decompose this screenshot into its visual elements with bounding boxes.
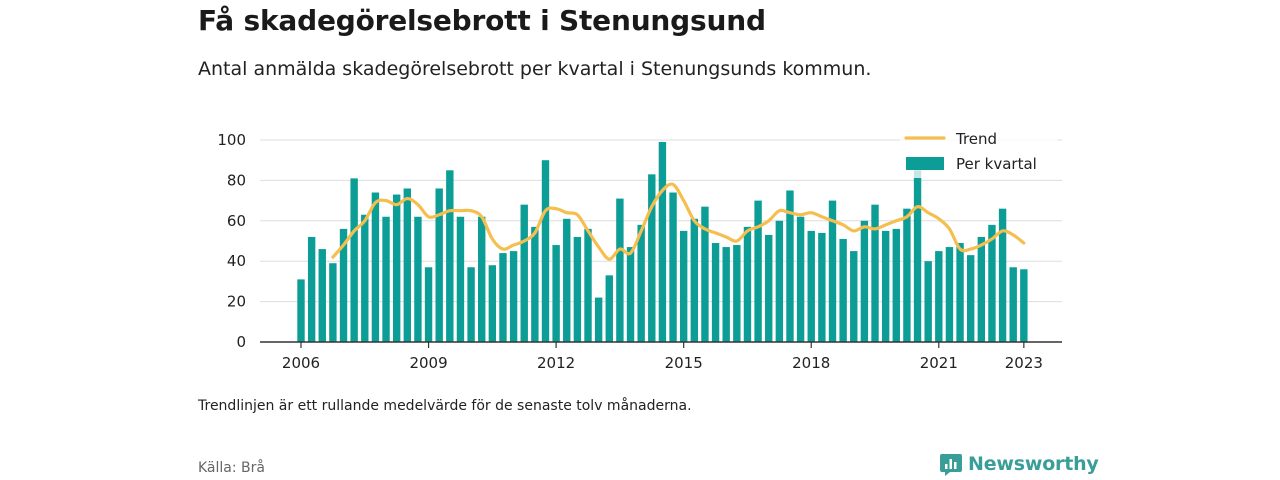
bar xyxy=(318,249,326,342)
bar xyxy=(711,243,720,342)
bar xyxy=(637,224,645,342)
bar xyxy=(563,218,571,342)
bar xyxy=(297,279,305,342)
bar xyxy=(754,200,762,342)
bar xyxy=(903,208,911,342)
bar xyxy=(945,247,954,342)
bar xyxy=(966,255,975,342)
bar xyxy=(403,188,411,342)
y-tick-label: 80 xyxy=(227,171,246,189)
bar xyxy=(881,230,890,342)
bar xyxy=(850,251,858,342)
bar xyxy=(350,178,358,342)
bar xyxy=(446,170,454,342)
bar xyxy=(913,170,922,342)
bar xyxy=(616,198,624,342)
bar xyxy=(456,216,465,342)
bar xyxy=(478,216,486,342)
y-tick-label: 60 xyxy=(227,212,246,230)
bar xyxy=(573,236,582,342)
trend-line-group xyxy=(331,182,1026,261)
bar xyxy=(626,247,635,342)
bar xyxy=(509,251,518,342)
bar xyxy=(531,226,539,342)
bar xyxy=(977,236,986,342)
chart: 0 20 40 60 80 100 2006 2009 2012 2015 2018 2021 202… xyxy=(217,128,1062,372)
bar xyxy=(488,265,497,342)
bar xyxy=(392,194,401,342)
bar xyxy=(467,267,475,342)
bar xyxy=(871,204,879,342)
x-tick-label: 2006 xyxy=(282,354,320,372)
bar xyxy=(648,174,656,342)
bar xyxy=(818,232,826,342)
bar xyxy=(669,192,677,342)
bar xyxy=(860,220,869,342)
x-tick-label: 2023 xyxy=(1005,354,1043,372)
bar xyxy=(594,297,603,342)
y-axis-ticks: 0 20 40 60 80 100 xyxy=(217,131,246,351)
y-tick-label: 20 xyxy=(227,293,246,311)
bar xyxy=(1020,269,1028,342)
bars-per-kvartal xyxy=(297,142,1028,342)
bar xyxy=(988,224,996,342)
footnote: Trendlinjen är ett rullande medelvärde f… xyxy=(198,398,692,414)
bar xyxy=(339,228,348,342)
chart-title: Få skadegörelsebrott i Stenungsund xyxy=(198,4,766,37)
y-tick-label: 40 xyxy=(227,252,246,270)
bar xyxy=(658,142,667,342)
bar xyxy=(786,190,794,342)
chart-subtitle: Antal anmälda skadegörelsebrott per kvar… xyxy=(198,58,872,80)
x-tick-label: 2018 xyxy=(792,354,830,372)
bar xyxy=(520,204,528,342)
legend-trend-label: Trend xyxy=(955,130,997,148)
y-tick-label: 100 xyxy=(217,131,246,149)
brand-logo[interactable]: Newsworthy xyxy=(940,452,1099,476)
bar xyxy=(743,226,752,342)
bar xyxy=(733,245,741,342)
bar xyxy=(924,261,932,342)
x-tick-label: 2012 xyxy=(537,354,575,372)
bar xyxy=(765,234,773,342)
bar xyxy=(435,188,443,342)
bar xyxy=(414,216,422,342)
bar xyxy=(499,253,507,342)
bar xyxy=(807,230,815,342)
bar xyxy=(796,216,805,342)
bar xyxy=(424,267,433,342)
bar xyxy=(679,230,688,342)
bar xyxy=(1009,267,1017,342)
trend-line xyxy=(331,182,1026,261)
bar xyxy=(371,192,380,342)
bar xyxy=(307,236,316,342)
newsworthy-logo-icon xyxy=(940,454,962,476)
y-tick-label: 0 xyxy=(236,333,246,351)
bar xyxy=(605,275,613,342)
bar xyxy=(775,220,784,342)
legend: Trend Per kvartal xyxy=(900,128,1058,178)
bar xyxy=(701,206,709,342)
bar xyxy=(541,160,550,342)
bar xyxy=(552,245,560,342)
x-tick-label: 2021 xyxy=(920,354,958,372)
bar xyxy=(382,216,390,342)
bar xyxy=(892,228,900,342)
x-tick-label: 2015 xyxy=(665,354,703,372)
bar xyxy=(998,208,1007,342)
x-axis: 2006 2009 2012 2015 2018 2021 2023 xyxy=(260,341,1062,372)
bar xyxy=(839,238,847,342)
x-tick-label: 2009 xyxy=(409,354,447,372)
bar xyxy=(935,251,943,342)
bar xyxy=(690,218,699,342)
brand-name: Newsworthy xyxy=(968,453,1099,475)
bar xyxy=(361,214,369,342)
bar xyxy=(828,200,837,342)
bar xyxy=(584,228,592,342)
legend-bar-swatch xyxy=(906,157,944,170)
bar xyxy=(722,247,730,342)
source-label: Källa: Brå xyxy=(198,460,265,476)
bar xyxy=(956,243,964,342)
bar xyxy=(329,263,337,342)
legend-bar-label: Per kvartal xyxy=(956,155,1037,173)
